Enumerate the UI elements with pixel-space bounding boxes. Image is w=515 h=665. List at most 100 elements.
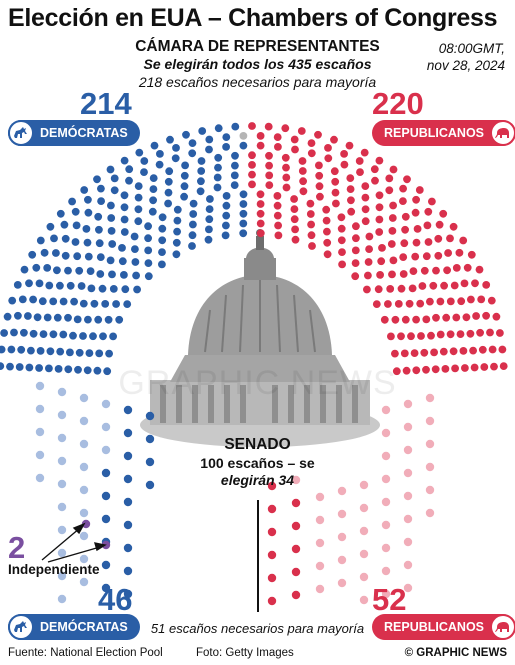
house-seat [205, 205, 214, 214]
house-seat [97, 184, 105, 193]
senate-dem-seat [79, 462, 89, 472]
senate-rep-seat [403, 422, 413, 432]
house-seat [399, 184, 407, 193]
house-seat [149, 174, 158, 183]
house-seat [43, 313, 52, 322]
house-seat [189, 210, 198, 218]
house-seat [400, 349, 409, 358]
senate-rep-seat [403, 445, 413, 455]
house-seat [370, 165, 379, 174]
independent-pointer-arrows [41, 522, 107, 563]
senate-dem-seat [57, 548, 67, 558]
house-seat [352, 222, 360, 231]
house-seat [422, 365, 430, 374]
house-seat [405, 299, 414, 308]
house-seat [337, 213, 346, 222]
house-seat [164, 188, 173, 197]
house-seat [463, 263, 472, 272]
house-seat [265, 151, 273, 160]
house-seat [248, 170, 256, 179]
house-seat [364, 271, 372, 280]
house-seat [230, 181, 239, 190]
house-seat [93, 366, 102, 375]
house-seat [440, 281, 448, 290]
senate-rep-seat [381, 405, 391, 415]
house-seat [428, 197, 436, 206]
house-seat [429, 281, 438, 290]
house-seat [96, 253, 105, 261]
house-seat [75, 348, 84, 357]
house-seat [386, 285, 395, 293]
house-seat [197, 167, 206, 175]
house-seat [45, 364, 53, 373]
house-seat [345, 141, 354, 150]
house-seat [389, 165, 398, 174]
house-seat [274, 231, 283, 240]
house-seat [306, 199, 315, 208]
house-seat [389, 256, 398, 265]
house-seat [188, 149, 197, 158]
house-seat [97, 197, 105, 206]
house-seat [273, 192, 282, 200]
house-seat [158, 260, 166, 269]
house-seat [46, 222, 55, 231]
house-seat [256, 229, 265, 238]
house-seat [408, 284, 417, 293]
house-seat [158, 248, 166, 256]
house-seat [132, 271, 141, 280]
donkey-icon [8, 614, 34, 640]
house-dem-count: 214 [80, 86, 132, 121]
house-seat [478, 345, 487, 354]
senate-indep-seat [81, 519, 91, 529]
house-seat [391, 349, 399, 358]
house-seat [6, 362, 14, 371]
house-seat [315, 182, 324, 191]
house-seat [290, 205, 299, 214]
house-seat [214, 153, 223, 162]
house-seat [401, 315, 410, 324]
senate-rep-seat [315, 561, 325, 571]
footer-copyright: © GRAPHIC NEWS [404, 647, 507, 659]
house-seat [166, 135, 174, 144]
senate-dem-seat [145, 457, 155, 467]
house-seat [130, 232, 139, 241]
house-seat [424, 238, 433, 246]
house-seat [39, 330, 48, 338]
house-seat [110, 174, 119, 183]
house-seat [424, 207, 433, 216]
house-seat [407, 332, 415, 341]
elephant-icon [490, 614, 515, 640]
house-seat [109, 332, 117, 341]
timestamp: 08:00GMT, nov 28, 2024 [427, 40, 505, 74]
house-title: CÁMARA DE REPRESENTANTES [135, 38, 380, 55]
house-seat [399, 253, 408, 261]
senate-dem-seat [145, 434, 155, 444]
house-seat [417, 332, 425, 340]
house-seat [181, 161, 190, 170]
house-seat [322, 216, 331, 225]
house-seat [96, 270, 105, 278]
house-seat [222, 133, 231, 142]
house-seat [64, 313, 72, 322]
house-seat [164, 199, 173, 208]
house-seat [388, 214, 397, 222]
house-seat [222, 143, 231, 151]
house-rep-count: 220 [372, 86, 424, 121]
senate-rep-seat [381, 520, 391, 530]
house-seat [281, 153, 290, 162]
senate-dem-seat [35, 450, 45, 460]
senate-rep-count: 52 [372, 582, 407, 617]
house-seat [165, 167, 174, 176]
house-seat [388, 270, 396, 279]
house-seat [108, 240, 117, 248]
house-seat [412, 238, 421, 247]
house-seat [74, 365, 82, 374]
senate-dem-seat [123, 520, 133, 530]
house-seat [480, 363, 489, 371]
house-seat [340, 160, 349, 169]
house-seat [15, 363, 24, 371]
house-seat [112, 300, 120, 308]
house-seat [442, 313, 451, 322]
house-seat [188, 231, 197, 240]
house-seat [459, 347, 468, 355]
